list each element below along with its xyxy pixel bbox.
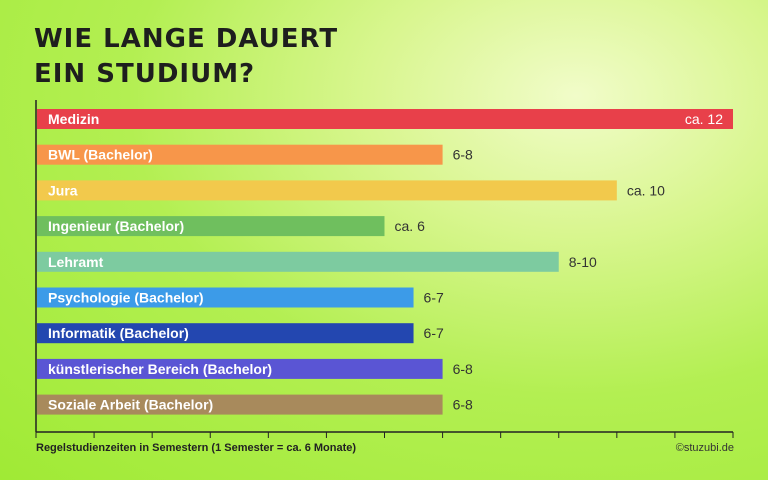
value-label-8: 6-8 [453,397,473,413]
bar-label-3: Ingenieur (Bachelor) [48,218,184,234]
copyright-credit: ©stuzubi.de [675,442,734,454]
bar-label-4: Lehramt [48,254,104,270]
bar-3 [37,216,385,237]
bar-label-1: BWL (Bachelor) [48,147,153,163]
chart-title-line-2: ein Studium? [34,59,256,89]
bar-5 [37,287,414,308]
value-label-5: 6-7 [424,290,444,306]
value-label-2: ca. 10 [627,182,665,198]
bar-1 [37,144,443,165]
value-label-1: 6-8 [453,147,473,163]
value-label-6: 6-7 [424,325,444,341]
axis-caption: Regelstudienzeiten in Semestern (1 Semes… [36,442,357,454]
value-label-4: 8-10 [569,254,597,270]
bar-label-2: Jura [48,182,78,198]
bar-label-6: Informatik (Bachelor) [48,325,189,341]
value-label-3: ca. 6 [395,218,426,234]
chart-title-line-1: Wie lange dauert [34,24,339,54]
chart-title: Wie lange dauert ein Studium? [34,22,338,92]
value-label-0: ca. 12 [685,111,723,127]
bar-label-0: Medizin [48,111,99,127]
bar-label-5: Psychologie (Bachelor) [48,290,204,306]
bar-2 [37,180,617,201]
bar-8 [37,394,443,415]
bar-label-7: künstlerischer Bereich (Bachelor) [48,361,272,377]
bar-6 [37,323,414,344]
bar-label-8: Soziale Arbeit (Bachelor) [48,397,213,413]
bar-0 [37,109,733,129]
value-label-7: 6-8 [453,361,473,377]
bar-4 [37,251,559,272]
bar-7 [37,358,443,379]
